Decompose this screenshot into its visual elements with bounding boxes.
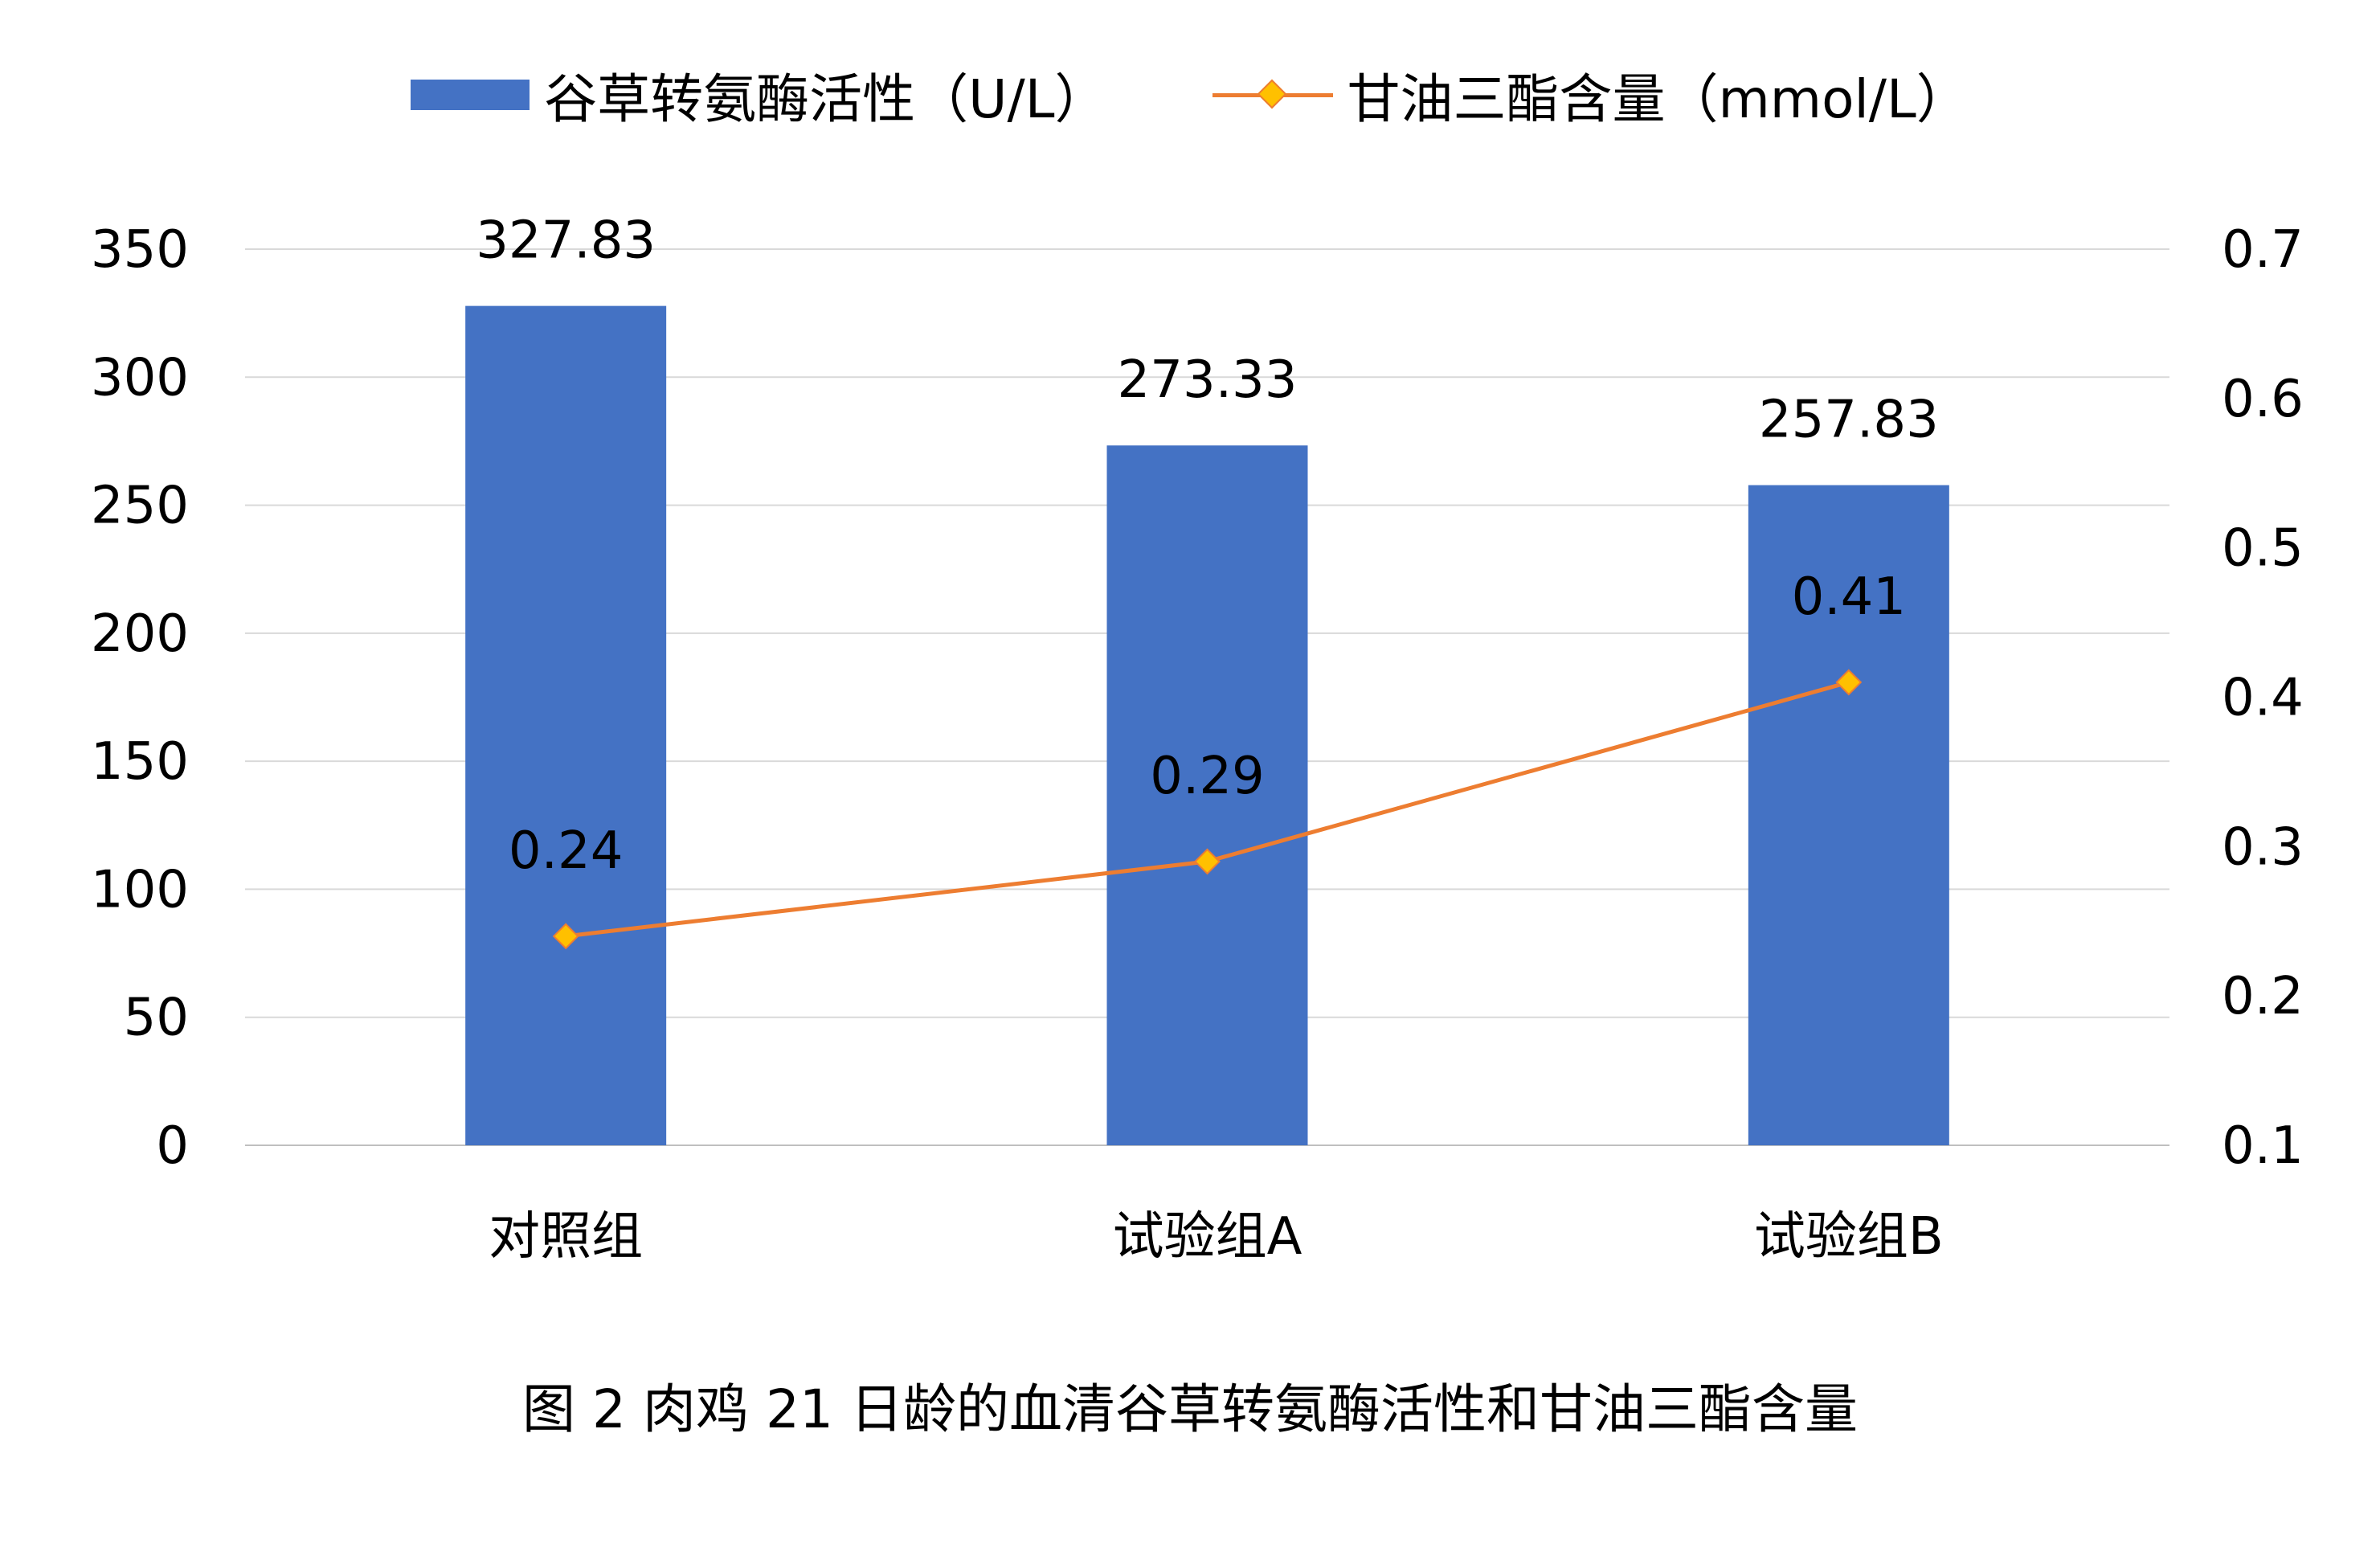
y-right-tick-label: 0.3 [2222,817,2304,877]
y-left-tick-label: 200 [91,604,189,664]
y-right-tick-label: 0.6 [2222,370,2304,429]
bar-data-label: 257.83 [1759,391,1939,450]
y-left-tick-label: 300 [91,348,189,407]
line-data-label: 0.24 [509,821,624,881]
y-right-tick-label: 0.2 [2222,967,2304,1026]
legend-swatch-bar [411,80,530,110]
x-category-label: 试验组A [1113,1207,1302,1267]
line-point-marker [1835,669,1863,696]
figure-caption: 图 2 肉鸡 21 日龄的血清谷草转氨酶活性和甘油三酯含量 [522,1378,1858,1440]
legend-label-ast: 谷草转氨酶活性（U/L） [544,68,1108,130]
bar [465,305,667,1145]
x-category-label: 试验组B [1754,1207,1944,1267]
y-left-tick-label: 50 [124,989,189,1048]
y-left-tick-label: 250 [91,477,189,536]
y-left-tick-label: 100 [91,860,189,919]
legend-label-tg: 甘油三酯含量（mmol/L） [1347,68,1969,130]
bar-data-label: 327.83 [476,211,656,271]
bar [1106,445,1308,1145]
chart-legend: 谷草转氨酶活性（U/L） 甘油三酯含量（mmol/L） [0,56,2380,133]
line-point-marker [552,923,579,950]
y-right-tick-label: 0.7 [2222,220,2304,280]
bar [1748,485,1949,1145]
y-left-tick-label: 0 [156,1116,189,1176]
line-data-label: 0.41 [1792,567,1907,627]
legend-swatch-line [1212,79,1333,111]
legend-item-tg: 甘油三酯含量（mmol/L） [1212,56,1969,133]
line-data-label: 0.29 [1150,747,1265,806]
line-point-marker [1194,848,1221,875]
bar-data-label: 273.33 [1118,350,1298,410]
y-right-tick-label: 0.1 [2222,1116,2304,1176]
legend-item-ast: 谷草转氨酶活性（U/L） [411,56,1108,133]
y-left-tick-label: 150 [91,732,189,792]
y-right-tick-label: 0.4 [2222,669,2304,728]
x-category-label: 对照组 [489,1207,643,1267]
y-left-tick-label: 350 [91,220,189,280]
y-right-tick-label: 0.5 [2222,519,2304,579]
